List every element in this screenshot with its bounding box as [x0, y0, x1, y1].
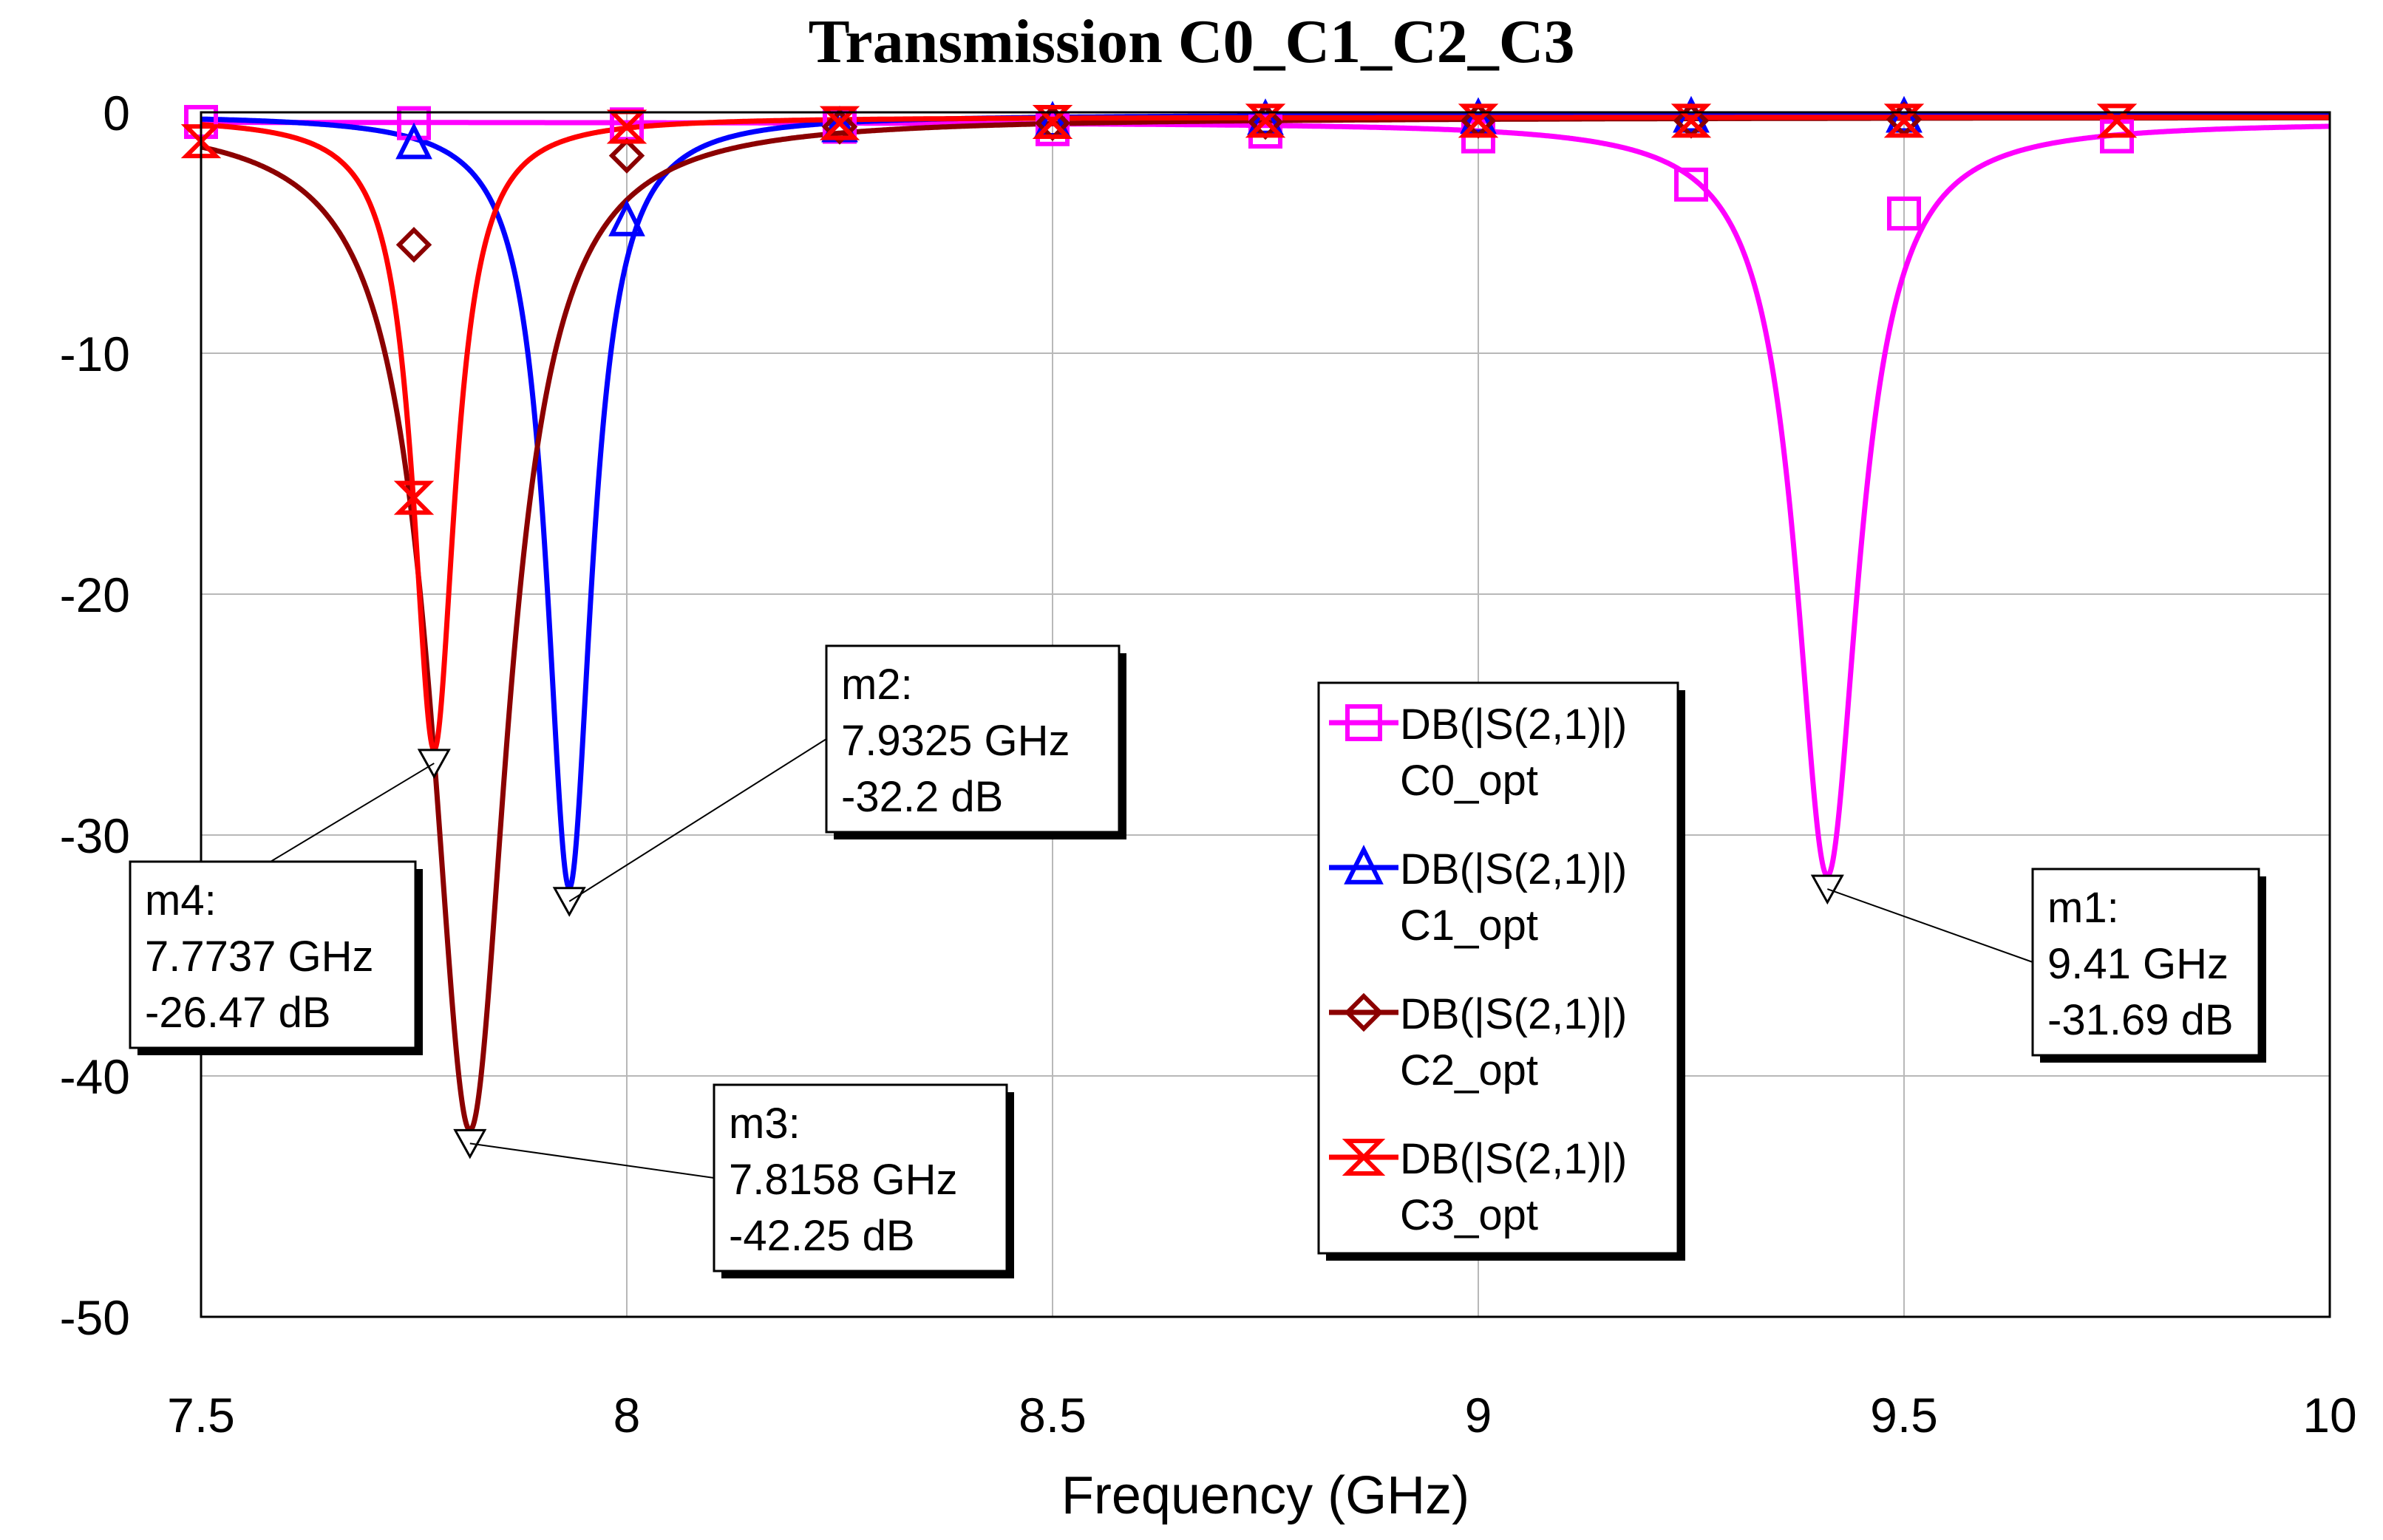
- series-marker-C3_opt: [1245, 103, 1286, 138]
- legend-entry-name: DB(|S(2,1)|): [1400, 990, 1627, 1038]
- callout-frequency: 7.9325 GHz: [841, 717, 1070, 765]
- y-tick-label: -50: [60, 1290, 130, 1345]
- callout-box-m1[interactable]: m1: 9.41 GHz -31.69 dB: [2031, 868, 2266, 1063]
- series-marker-C1_opt: [608, 199, 645, 236]
- legend-marker-C1_opt: [1344, 845, 1384, 885]
- series-marker-C0_opt: [1036, 112, 1070, 146]
- x-tick-label: 8: [613, 1388, 641, 1442]
- callout-label: m1:: [2047, 884, 2119, 932]
- callout-value: -42.25 dB: [729, 1212, 915, 1260]
- x-tick-label: 10: [2302, 1388, 2356, 1442]
- callout-box-m3[interactable]: m3: 7.8158 GHz -42.25 dB: [713, 1083, 1014, 1278]
- callout-frequency: 7.7737 GHz: [145, 933, 374, 981]
- y-tick-label: -30: [60, 808, 130, 863]
- series-marker-C1_opt: [1247, 98, 1284, 135]
- legend: DB(|S(2,1)|) C0_opt DB(|S(2,1)|) C1_opt DB(|…: [1317, 681, 1685, 1261]
- callout-value: -31.69 dB: [2047, 996, 2234, 1044]
- callout-value: -32.2 dB: [841, 773, 1003, 821]
- series-marker-C2_opt: [395, 227, 432, 263]
- legend-entry-name: DB(|S(2,1)|): [1400, 1135, 1627, 1183]
- series-marker-C1_opt: [1460, 97, 1497, 134]
- callout-leader-m1: [1826, 888, 2033, 963]
- series-marker-C3_opt: [180, 124, 222, 159]
- series-marker-C3_opt: [1032, 105, 1073, 140]
- marker-callouts[interactable]: m1: 9.41 GHz -31.69 dB m2: 7.9325 GHz -32.2 d…: [129, 644, 2266, 1278]
- series-marker-C1_opt: [395, 122, 432, 160]
- tick-labels: 7.5 8 8.5 9 9.5 10 0 -10 -20 -30 -40 -50: [60, 86, 2357, 1442]
- series-marker-C3_opt: [819, 106, 860, 140]
- legend-marker-C3_opt: [1342, 1139, 1386, 1176]
- x-tick-label: 9.5: [1870, 1388, 1938, 1442]
- series-marker-C0_opt: [1887, 196, 1921, 231]
- callout-label: m4:: [145, 876, 217, 924]
- callout-box-frame: [2031, 868, 2260, 1057]
- series-line-C0_opt: [201, 120, 2330, 879]
- series-group: [180, 95, 2330, 1133]
- series-marker-C2_opt: [608, 137, 645, 174]
- legend-entry-sublabel: C3_opt: [1400, 1191, 1538, 1239]
- plot-frame: [200, 111, 2331, 1318]
- series-marker-C3_opt: [1883, 103, 1925, 138]
- callout-leader-m2: [568, 738, 827, 902]
- x-tick-label: 9: [1465, 1388, 1492, 1442]
- legend-marker-C0_opt: [1345, 704, 1382, 741]
- legend-entry-sublabel: C0_opt: [1400, 757, 1538, 805]
- legend-entry-sublabel: C1_opt: [1400, 902, 1538, 950]
- callout-box-m2[interactable]: m2: 7.9325 GHz -32.2 dB: [825, 644, 1126, 839]
- legend-entry-name: DB(|S(2,1)|): [1400, 701, 1627, 749]
- legend-entry-sublabel: C2_opt: [1400, 1046, 1538, 1094]
- callout-value: -26.47 dB: [145, 989, 331, 1037]
- callout-label: m3:: [729, 1100, 800, 1148]
- series-marker-C3_opt: [393, 480, 435, 515]
- legend-marker-C2_opt: [1344, 992, 1384, 1032]
- callout-frequency: 9.41 GHz: [2047, 940, 2229, 988]
- callout-box-frame: [129, 860, 417, 1049]
- callout-frequency: 7.8158 GHz: [729, 1156, 958, 1204]
- series-marker-C3_opt: [1670, 103, 1712, 138]
- y-tick-label: -40: [60, 1049, 130, 1104]
- series-marker-C3_opt: [2096, 103, 2138, 138]
- callout-box-m4[interactable]: m4: 7.7737 GHz -26.47 dB: [129, 860, 423, 1055]
- callout-box-frame: [825, 644, 1121, 834]
- series-marker-C0_opt: [1674, 167, 1708, 202]
- callout-leader-m3: [469, 1142, 715, 1179]
- x-tick-label: 7.5: [167, 1388, 235, 1442]
- callout-label: m2:: [841, 661, 913, 709]
- legend-entry-name: DB(|S(2,1)|): [1400, 845, 1627, 893]
- y-tick-label: -20: [60, 568, 130, 622]
- callout-leader-m4: [270, 763, 435, 862]
- callout-box-frame: [713, 1083, 1008, 1272]
- y-tick-label: 0: [103, 86, 130, 140]
- series-marker-C2_opt: [821, 109, 858, 145]
- chart-title: Transmission C0_C1_C2_C3: [809, 7, 1575, 76]
- series-marker-C3_opt: [1458, 103, 1499, 138]
- x-tick-label: 8.5: [1019, 1388, 1087, 1442]
- x-axis-label: Frequency (GHz): [1061, 1466, 1469, 1525]
- series-marker-C0_opt: [397, 106, 431, 140]
- y-tick-label: -10: [60, 327, 130, 381]
